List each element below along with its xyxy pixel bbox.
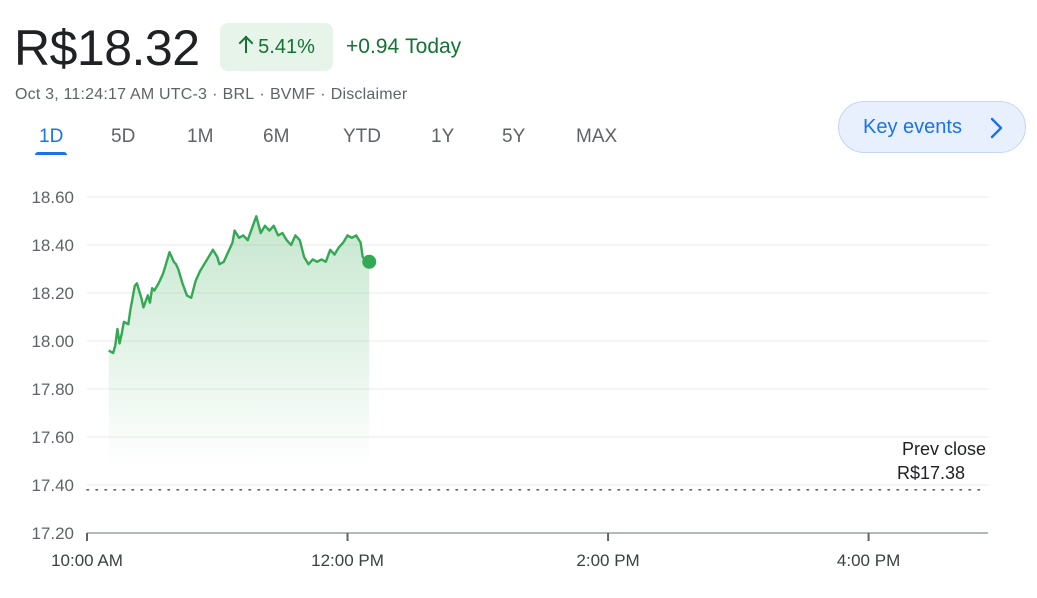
y-tick-label: 17.80 [31, 380, 74, 399]
chevron-right-icon [990, 117, 1003, 139]
percent-change-badge: 5.41% [220, 23, 333, 71]
y-tick-label: 17.40 [31, 476, 74, 495]
disclaimer-link[interactable]: Disclaimer [330, 86, 408, 103]
price-area-fill [108, 216, 370, 467]
y-tick-label: 18.60 [31, 188, 74, 207]
y-tick-label: 18.00 [31, 332, 74, 351]
tab-ytd[interactable]: YTD [343, 126, 381, 147]
price-chart: 18.60 18.40 18.20 18.00 17.80 17.60 17.40 17.20… [31, 188, 988, 570]
current-price: R$18.32 [14, 20, 200, 76]
key-events-label: Key events [863, 115, 962, 138]
tab-5d[interactable]: 5D [111, 126, 136, 147]
x-tick-label: 2:00 PM [576, 551, 639, 570]
range-tabs: 1D 5D 1M 6M YTD 1Y 5Y MAX [0, 122, 700, 156]
key-events-button[interactable]: Key events [838, 101, 1026, 153]
separator-dot: · [259, 86, 265, 103]
tab-1d[interactable]: 1D [34, 122, 68, 155]
y-tick-label: 17.20 [31, 524, 74, 543]
tab-6m[interactable]: 6M [263, 126, 290, 147]
x-tick-label: 10:00 AM [51, 551, 123, 570]
price-line [108, 215, 370, 355]
x-tick-label: 12:00 PM [311, 551, 384, 570]
prev-close-label: Prev close [902, 439, 986, 459]
separator-dot: · [212, 86, 218, 103]
tab-max[interactable]: MAX [576, 126, 618, 147]
change-amount: +0.94 [346, 35, 400, 58]
prev-close-value: R$17.38 [897, 463, 965, 483]
y-tick-label: 18.40 [31, 236, 74, 255]
current-price-point[interactable] [362, 254, 377, 269]
daily-change: +0.94 Today [346, 33, 461, 61]
quote-meta: Oct 3, 11:24:17 AM UTC-3 · BRL · BVMF · Discla… [15, 84, 407, 106]
quote-exchange: BVMF [269, 86, 316, 103]
change-period: Today [405, 35, 462, 58]
separator-dot: · [320, 86, 326, 103]
x-tick-label: 4:00 PM [837, 551, 900, 570]
y-tick-label: 18.20 [31, 284, 74, 303]
quote-currency: BRL [222, 86, 255, 103]
tab-5y[interactable]: 5Y [502, 126, 526, 147]
quote-timestamp: Oct 3, 11:24:17 AM UTC-3 [15, 86, 208, 103]
y-tick-label: 17.60 [31, 428, 74, 447]
percent-change-value: 5.41% [258, 35, 315, 58]
tab-1y[interactable]: 1Y [431, 126, 455, 147]
tab-1m[interactable]: 1M [187, 126, 214, 147]
arrow-up-icon [238, 35, 254, 59]
